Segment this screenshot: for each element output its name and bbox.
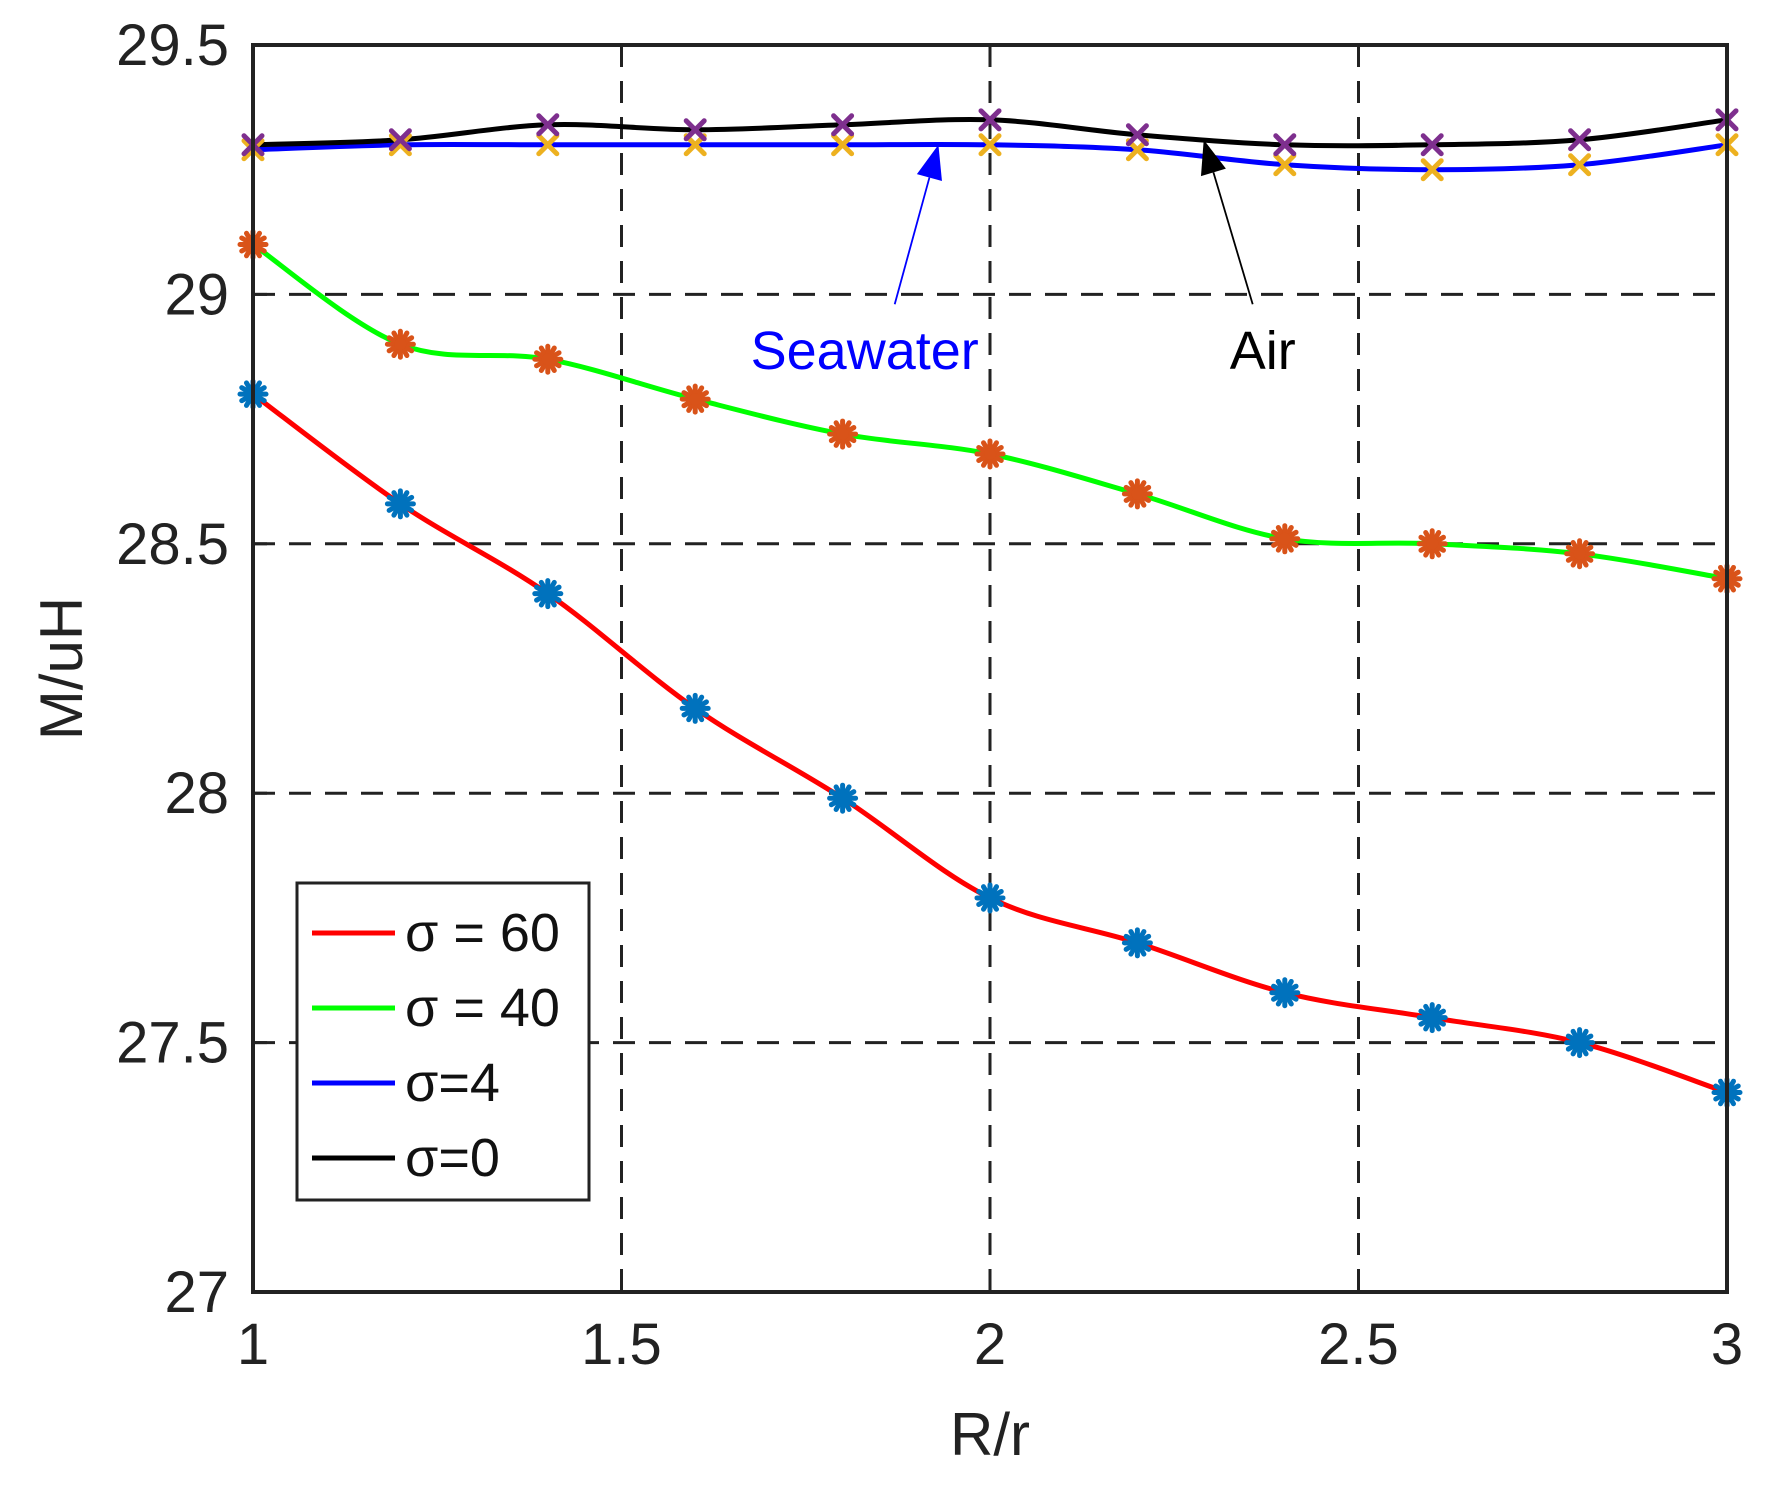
data-point [1568,128,1592,152]
data-point [974,882,1006,914]
data-point [978,133,1002,157]
grid [253,45,1727,1292]
data-point [532,343,564,375]
data-point [1564,1027,1596,1059]
data-point [1416,528,1448,560]
data-point [1568,153,1592,177]
x-tick-label: 2 [974,1312,1006,1377]
data-point [683,118,707,142]
y-tick-label: 29 [164,262,229,327]
data-point [1269,977,1301,1009]
axis-ticks: 1 1.5 2 2.5 3 27 27.5 28 28.5 29 29.5 [116,13,1743,1377]
annotation-arrow-head [1200,139,1226,177]
annotation-arrow-line [893,177,931,305]
data-point [1416,1002,1448,1034]
annotation-arrow-line [1212,172,1254,305]
data-point [532,578,564,610]
data-point [1121,927,1153,959]
data-point [388,133,412,157]
x-tick-label: 1 [237,1312,269,1377]
data-point [536,133,560,157]
x-axis-title: R/r [950,1401,1030,1468]
data-point [388,128,412,152]
data-point [536,113,560,137]
data-point [1420,133,1444,157]
data-point [1564,538,1596,570]
legend-label: σ=0 [405,1128,500,1188]
annotation-label: Air [1230,321,1296,381]
annotation-label: Seawater [751,321,979,381]
data-point [831,113,855,137]
y-tick-label: 28.5 [116,512,229,577]
y-tick-label: 27 [164,1260,229,1325]
data-point [1121,478,1153,510]
x-tick-label: 3 [1711,1312,1743,1377]
data-point [1269,523,1301,555]
data-point [384,328,416,360]
data-point [1420,158,1444,182]
data-point [1125,123,1149,147]
data-point [831,133,855,157]
data-point [974,438,1006,470]
legend-box [295,881,591,1202]
y-tick-label: 28 [164,761,229,826]
y-tick-label: 29.5 [116,13,229,78]
data-point [679,692,711,724]
y-tick-label: 27.5 [116,1011,229,1076]
legend-label: σ=4 [405,1053,500,1113]
data-point [679,383,711,415]
y-axis-title: M/uH [28,597,95,740]
legend-label: σ = 40 [405,978,560,1038]
data-point [827,782,859,814]
x-tick-label: 2.5 [1318,1312,1399,1377]
series-line-0 [251,392,1728,1095]
annotation-arrow-head [916,144,942,181]
data-point [1273,153,1297,177]
annotation-layer: Seawater Air [751,139,1296,381]
legend-label: σ = 60 [405,903,560,963]
x-tick-label: 1.5 [581,1312,662,1377]
data-point [978,108,1002,132]
legend: σ = 60 σ = 40 σ=4 σ=0 [295,881,591,1202]
data-point [1273,133,1297,157]
data-point [827,418,859,450]
data-point [384,488,416,520]
